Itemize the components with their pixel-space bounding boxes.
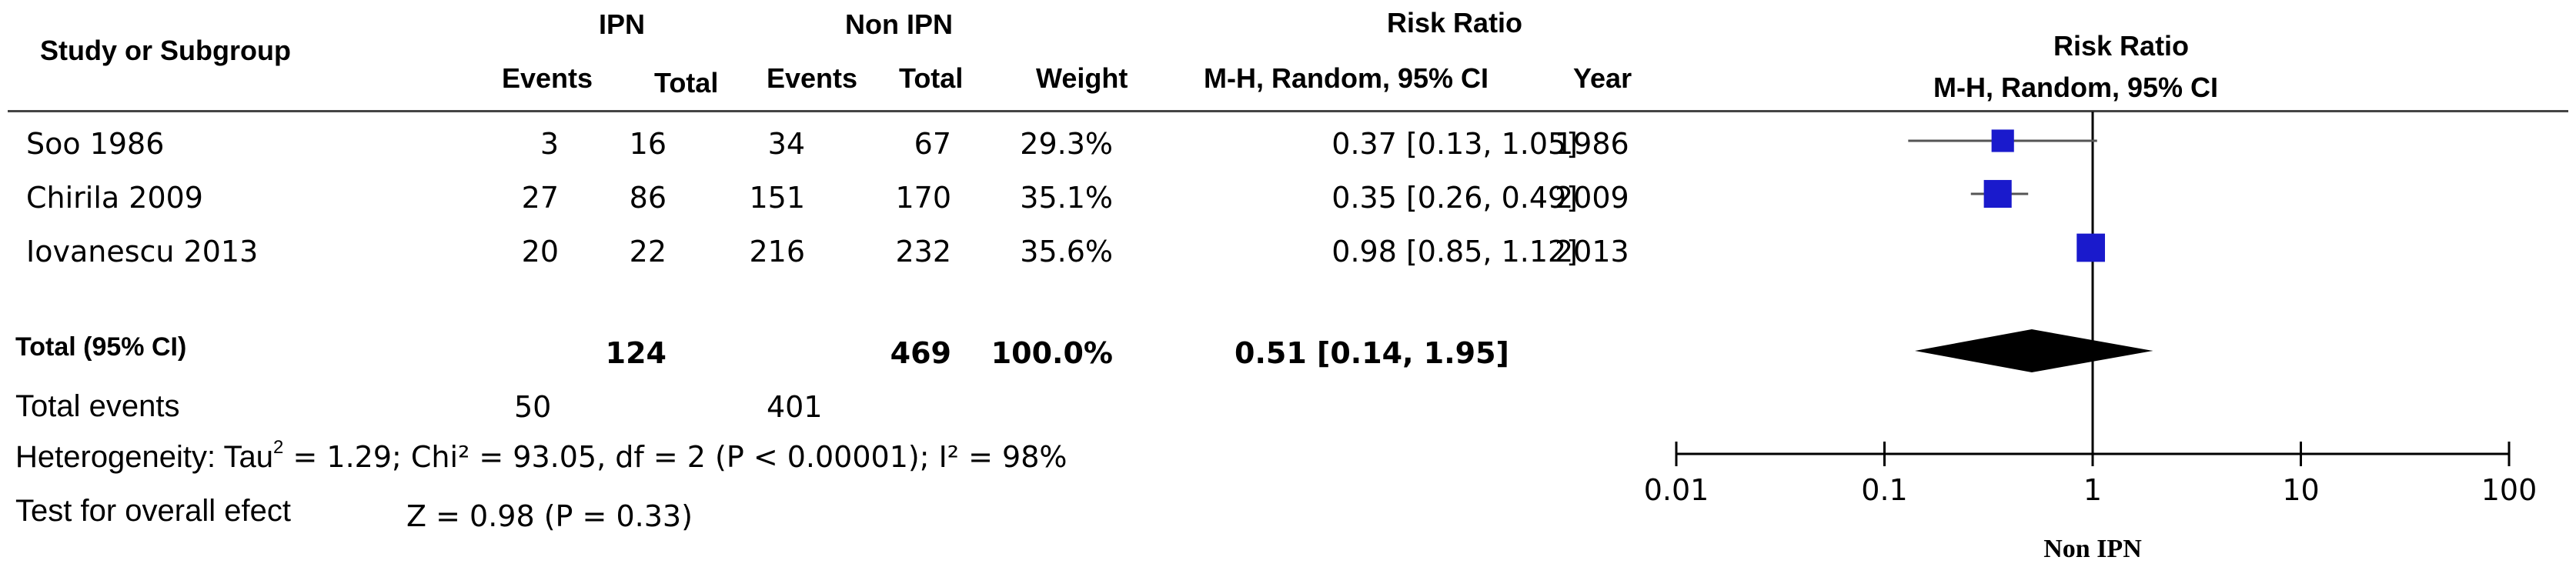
x-tick-label: 0.1	[1861, 473, 1907, 507]
header-divider	[8, 110, 2568, 112]
events-ipn: 20	[521, 235, 559, 268]
header-risk-ratio: Risk Ratio	[1387, 7, 1523, 38]
events-non-ipn: 34	[767, 127, 805, 161]
plot-header-risk-ratio: Risk Ratio	[2053, 30, 2190, 62]
events-non-ipn: 151	[749, 181, 805, 215]
header-events-non-ipn: Events	[767, 62, 858, 94]
total-risk-ratio-ci: 0.51 [0.14, 1.95]	[1235, 336, 1509, 370]
plot-header-method: M-H, Random, 95% CI	[1933, 72, 2219, 103]
header-non-ipn: Non IPN	[845, 8, 953, 40]
risk-ratio-ci: 0.98 [0.85, 1.12]	[1331, 235, 1578, 268]
study-marker	[1983, 179, 2012, 208]
heterogeneity-stats: = 1.29; Chi² = 93.05, df = 2 (P < 0.0000…	[283, 440, 1067, 474]
header-method: M-H, Random, 95% CI	[1204, 62, 1489, 94]
heterogeneity-sup: 2	[273, 437, 284, 458]
header-ipn: IPN	[599, 8, 646, 40]
overall-effect-label: Test for overall efect	[15, 494, 291, 528]
events-ipn: 27	[521, 181, 559, 215]
total-weight: 100.0%	[991, 336, 1113, 370]
total-ipn: 22	[629, 235, 667, 268]
total-ipn: 86	[629, 181, 667, 215]
header-study: Study or Subgroup	[40, 35, 291, 66]
study-marker	[1991, 129, 2014, 152]
x-tick-label: 10	[2282, 473, 2319, 507]
study-name: Iovanescu 2013	[26, 235, 259, 268]
risk-ratio-ci: 0.37 [0.13, 1.05]	[1331, 127, 1578, 161]
events-non-ipn: 216	[749, 235, 805, 268]
total-events-non-ipn: 401	[767, 390, 823, 424]
x-tick-label: 100	[2481, 473, 2538, 507]
study-marker	[2077, 233, 2105, 262]
header-year: Year	[1573, 62, 1632, 94]
total-non-ipn: 232	[895, 235, 951, 268]
header-total-non-ipn: Total	[899, 62, 964, 94]
year: 1986	[1555, 127, 1629, 161]
weight: 35.6%	[1020, 235, 1113, 268]
study-name: Chirila 2009	[26, 181, 203, 215]
overall-effect-stat: Z = 0.98 (P = 0.33)	[406, 499, 693, 533]
total-non-ipn: 469	[890, 336, 951, 370]
events-ipn: 3	[540, 127, 559, 161]
study-name: Soo 1986	[26, 127, 165, 161]
total-non-ipn: 67	[914, 127, 951, 161]
year: 2009	[1555, 181, 1629, 215]
weight: 29.3%	[1020, 127, 1113, 161]
x-tick-label: 1	[2083, 473, 2102, 507]
pooled-diamond	[1915, 329, 2153, 372]
x-tick-label: 0.01	[1644, 473, 1709, 507]
total-ipn: 16	[629, 127, 667, 161]
total-events-ipn: 50	[514, 390, 552, 424]
heterogeneity-label: Heterogeneity: Tau	[15, 440, 274, 474]
weight: 35.1%	[1020, 181, 1113, 215]
x-axis-label: Non IPN	[2043, 535, 2142, 563]
total-non-ipn: 170	[895, 181, 951, 215]
header-weight: Weight	[1036, 62, 1128, 94]
header-events-ipn: Events	[502, 62, 593, 94]
year: 2013	[1555, 235, 1629, 268]
heterogeneity-text: Heterogeneity: Tau2 = 1.29; Chi² = 93.05…	[15, 439, 1067, 474]
total-ipn: 124	[605, 336, 667, 370]
total-events-label: Total events	[15, 389, 180, 423]
total-label: Total (95% CI)	[15, 332, 187, 362]
header-total-ipn: Total	[654, 67, 719, 98]
risk-ratio-ci: 0.35 [0.26, 0.49]	[1331, 181, 1578, 215]
